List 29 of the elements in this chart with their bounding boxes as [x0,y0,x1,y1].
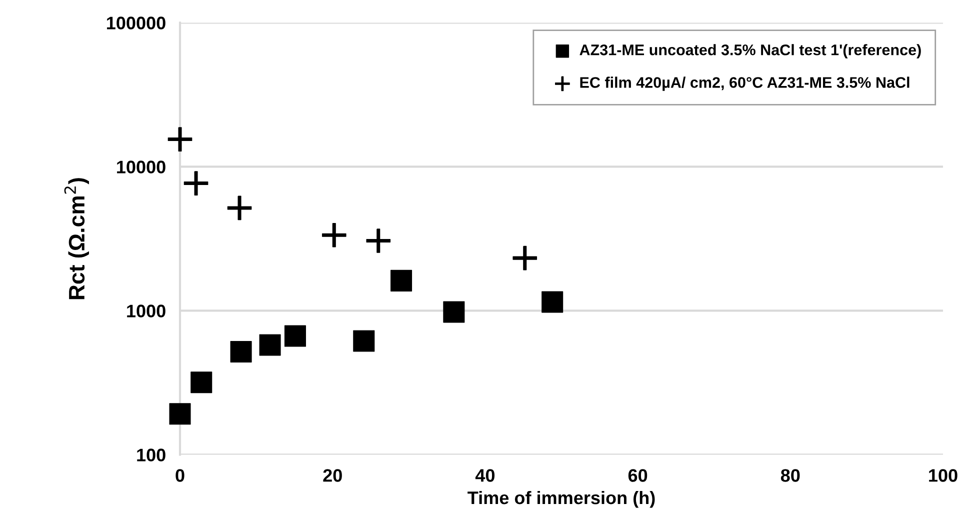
point [284,325,306,347]
legend-label: AZ31-ME uncoated 3.5% NaCl test 1'(reference) [580,44,921,58]
point [390,270,412,292]
x-tick-label: 60 [628,469,648,482]
y-tick-label: 100 [137,448,166,462]
point [542,291,564,313]
point [184,171,208,196]
point [322,222,346,248]
y-axis-title: Rct (Ω.cm$^{2}$) [64,178,89,300]
x-tick-label: 80 [780,469,800,482]
x-tick-label: 40 [475,469,494,482]
x-tick-label: 0 [176,469,184,482]
y-tick-label: 1000 [127,304,166,318]
point [168,127,192,152]
point [366,228,391,253]
point [512,246,538,270]
legend-label: EC film 420µA/ cm2, 60°C AZ31-ME 3.5% NaCl [580,76,910,91]
x-axis-title: Time of immersion (h) [468,490,655,508]
y-tick-label: 10000 [117,160,166,174]
point [190,372,212,394]
x-tick-label: 20 [323,469,342,482]
x-tick-label: 100 [929,469,958,482]
point [230,340,252,362]
point [443,301,465,323]
point [353,330,375,352]
point [259,334,281,356]
y-tick-label: 100000 [107,16,166,30]
point [169,403,191,425]
point [227,196,252,220]
